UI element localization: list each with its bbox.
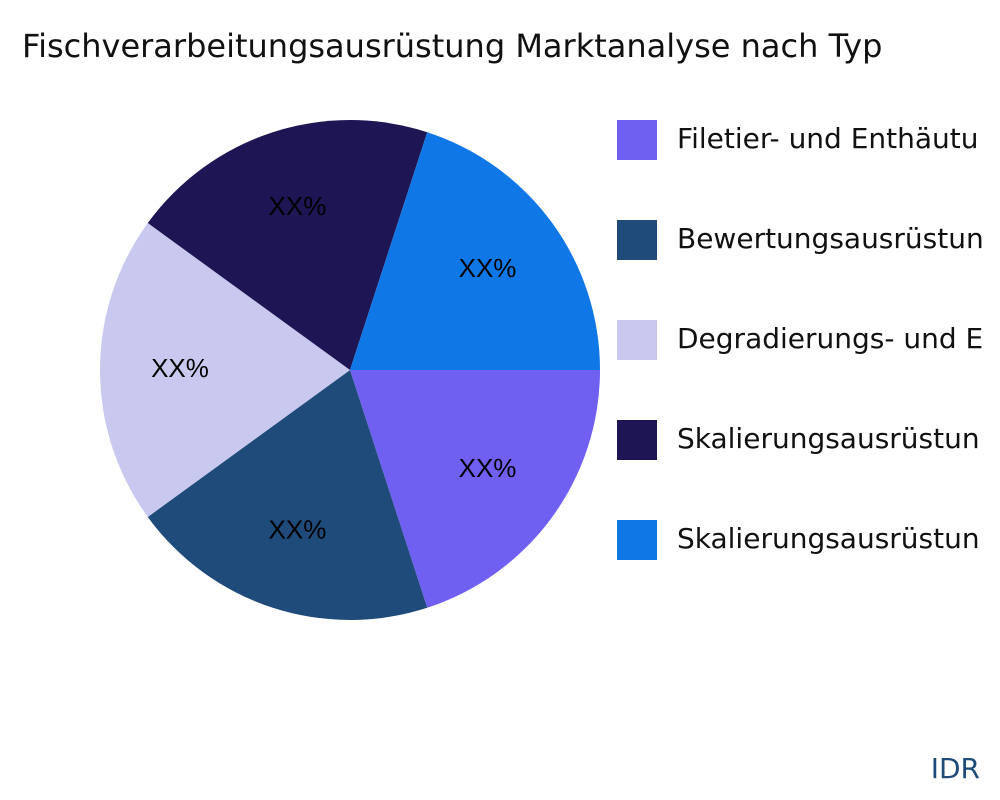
pie-slice [147,120,428,370]
chart-title: Fischverarbeitungsausrüstung Marktanalys… [22,27,882,65]
legend-swatch [617,120,657,160]
legend-swatch [617,420,657,460]
pie-slice [350,370,600,608]
pie-slice [100,223,350,517]
source-label: IDR [931,752,980,785]
legend-swatch [617,320,657,360]
pie-slice [147,370,428,620]
pie-slice [350,132,600,370]
slice-label: XX% [269,191,327,221]
slice-label: XX% [459,253,517,283]
slice-label: XX% [459,453,517,483]
legend-label: Skalierungsausrüstun [677,522,980,555]
legend-label: Filetier- und Enthäutu [677,122,979,155]
slice-label: XX% [269,515,327,545]
legend-label: Degradierungs- und E [677,322,983,355]
legend-swatch [617,520,657,560]
legend-label: Bewertungsausrüstun [677,222,984,255]
legend-label: Skalierungsausrüstun [677,422,980,455]
slice-label: XX% [151,353,209,383]
legend-swatch [617,220,657,260]
